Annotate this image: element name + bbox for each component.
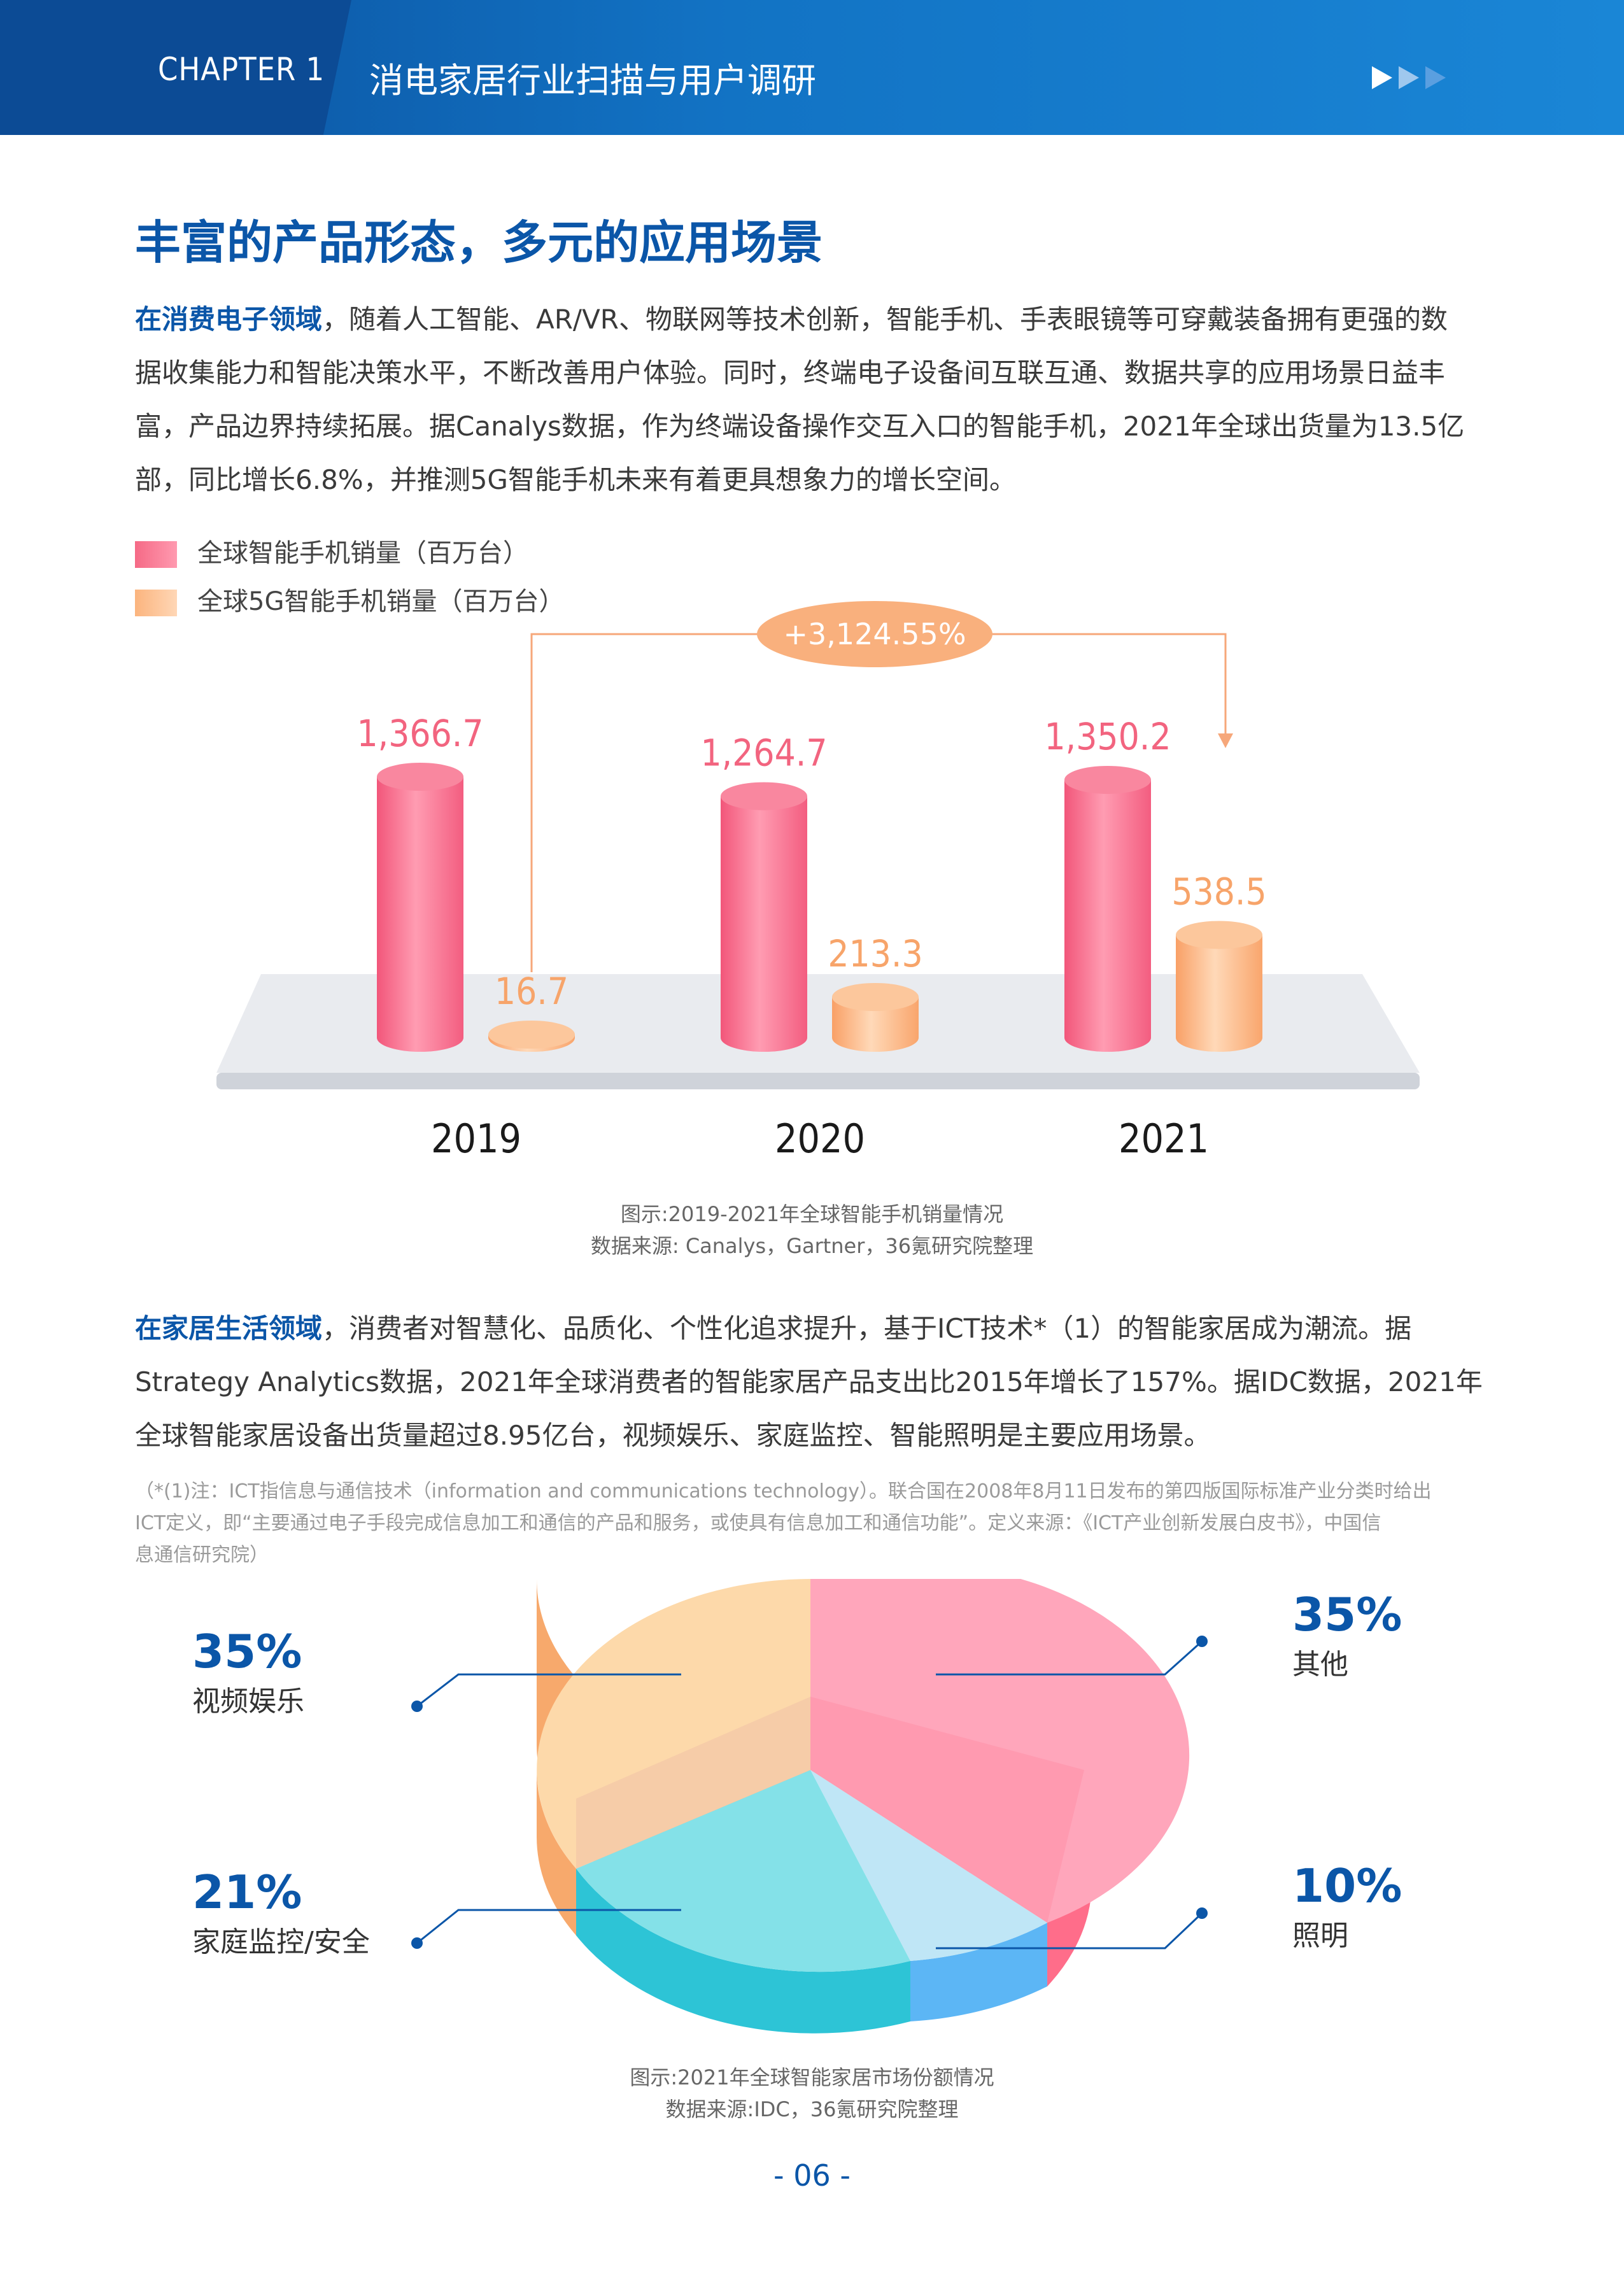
footnote: （*(1)注：ICT指信息与通信技术（information and commu… [135, 1476, 1491, 1571]
footnote-line: ICT定义，即“主要通过电子手段完成信息加工和通信的产品和服务，或使具有信息加工… [135, 1512, 1381, 1534]
leader-dot-video [411, 1701, 423, 1712]
growth-arrow-icon [1218, 733, 1233, 748]
legend-series1: 全球智能手机销量（百万台） [135, 532, 528, 569]
pie-label-name: 视频娱乐 [192, 1685, 304, 1718]
bar-value-label: 213.3 [828, 932, 922, 975]
paragraph-smart-home: 在家居生活领域，消费者对智慧化、品质化、个性化追求提升，基于ICT技术*（1）的… [135, 1302, 1491, 1462]
bar-value-label: 1,264.7 [700, 732, 827, 775]
header-title: 消电家居行业扫描与用户调研 [369, 60, 816, 101]
legend-series2: 全球5G智能手机销量（百万台） [135, 581, 564, 618]
growth-badge [757, 601, 992, 667]
paragraph-line: 在消费电子领域，随着人工智能、AR/VR、物联网等技术创新，智能手机、手表眼镜等… [135, 304, 1448, 335]
section-title: 丰富的产品形态，多元的应用场景 [135, 216, 823, 269]
pie-label-pct: 35% [192, 1625, 302, 1678]
header-chapter-block [0, 0, 351, 135]
pie-slice-security [576, 1770, 910, 1972]
bar-value-label: 538.5 [1171, 870, 1266, 913]
leader-line-security [416, 1909, 681, 1944]
paragraph-consumer-electronics: 在消费电子领域，随着人工智能、AR/VR、物联网等技术创新，智能手机、手表眼镜等… [135, 293, 1491, 507]
leader-line-other [936, 1640, 1203, 1676]
bar-value-label: 16.7 [495, 970, 568, 1013]
chart2-caption-title: 图示:2021年全球智能家居市场份额情况 [630, 2065, 994, 2090]
leader-line-video [416, 1673, 681, 1708]
pie-label-other: 35% 其他 [1292, 1588, 1402, 1682]
bar-2020-series2 [832, 983, 919, 1052]
pie-label-name: 照明 [1292, 1920, 1348, 1952]
leader-dot-security [411, 1937, 423, 1949]
smart-home-share-chart [411, 1579, 1208, 2034]
page-header: CHAPTER 1 消电家居行业扫描与用户调研 [0, 0, 1624, 135]
paragraph-line: 在家居生活领域，消费者对智慧化、品质化、个性化追求提升，基于ICT技术*（1）的… [135, 1313, 1412, 1344]
chart1-caption: 图示:2019-2021年全球智能手机销量情况 数据来源: Canalys，Ga… [0, 1198, 1624, 1262]
legend-swatch-orange [135, 590, 177, 616]
chart2-caption-source: 数据来源:IDC，36氪研究院整理 [665, 2097, 959, 2121]
pie-inner-face-video [576, 1697, 810, 1869]
bar-2020-series1 [721, 782, 807, 1052]
smartphone-sales-chart: 1,366.7 16.7 2019 1,264.7 213.3 2020 1,350.2 53… [216, 601, 1420, 1162]
paragraph-line: 部，同比增长6.8%，并推测5G智能手机未来有着更具想象力的增长空间。 [135, 464, 1016, 495]
footnote-line: （*(1)注：ICT指信息与通信技术（information and commu… [135, 1480, 1432, 1503]
x-axis-label: 2019 [431, 1115, 521, 1162]
chart-platform-edge [216, 1073, 1420, 1089]
paragraph-line: 全球智能家居设备出货量超过8.95亿台，视频娱乐、家庭监控、智能照明是主要应用场… [135, 1420, 1211, 1451]
chart2-caption: 图示:2021年全球智能家居市场份额情况 数据来源:IDC，36氪研究院整理 [0, 2062, 1624, 2125]
paragraph-lead: 在家居生活领域 [135, 1313, 323, 1344]
bar-2019-series2 [488, 1020, 575, 1052]
pie-side-other [1047, 1770, 1093, 1986]
pie-label-lighting: 10% 照明 [1292, 1859, 1402, 1953]
bar-value-label: 1,350.2 [1044, 715, 1171, 758]
bar-value-label: 1,366.7 [357, 712, 483, 755]
chart1-caption-title: 图示:2019-2021年全球智能手机销量情况 [620, 1202, 1004, 1226]
triple-arrow-icon [1372, 66, 1446, 89]
footnote-line: 息通信研究院） [135, 1544, 269, 1566]
bar-2019-series1 [377, 762, 463, 1052]
pie-slice-lighting [810, 1770, 1047, 1961]
pie-label-pct: 10% [1292, 1859, 1402, 1913]
legend-swatch-pink [135, 541, 177, 568]
paragraph-line: Strategy Analytics数据，2021年全球消费者的智能家居产品支出… [135, 1366, 1483, 1397]
pie-label-pct: 35% [1292, 1588, 1402, 1641]
page-number: - 06 - [773, 2158, 851, 2193]
chart1-caption-source: 数据来源: Canalys，Gartner，36氪研究院整理 [590, 1234, 1034, 1258]
pie-label-pct: 21% [192, 1865, 302, 1919]
pie-label-name: 其他 [1292, 1648, 1348, 1681]
bar-2021-series2 [1176, 921, 1262, 1052]
pie-label-video: 35% 视频娱乐 [192, 1625, 304, 1719]
pie-side-video-2 [537, 1770, 576, 1935]
leader-line-lighting [936, 1912, 1203, 1949]
leader-dot-lighting [1196, 1907, 1208, 1919]
leader-dot-other [1196, 1636, 1208, 1647]
pie-label-security: 21% 家庭监控/安全 [192, 1865, 370, 1960]
pie-side-security [576, 1869, 910, 2034]
pie-inner-face-other [810, 1697, 1084, 1923]
paragraph-line: 据收集能力和智能决策水平，不断改善用户体验。同时，终端电子设备间互联互通、数据共… [135, 357, 1446, 388]
pie-label-name: 家庭监控/安全 [192, 1926, 370, 1958]
x-axis-label: 2021 [1119, 1115, 1209, 1162]
growth-label: +3,124.55% [783, 617, 966, 651]
paragraph-line: 富，产品边界持续拓展。据Canalys数据，作为终端设备操作交互入口的智能手机，… [135, 411, 1465, 442]
x-axis-label: 2020 [775, 1115, 865, 1162]
chapter-label: CHAPTER 1 [158, 51, 325, 88]
paragraph-lead: 在消费电子领域 [135, 304, 323, 335]
bar-2021-series1 [1064, 765, 1151, 1052]
